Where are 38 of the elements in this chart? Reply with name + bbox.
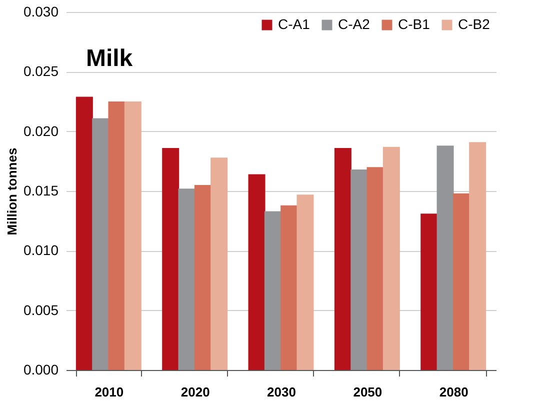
x-tick-label: 2010 xyxy=(94,384,124,400)
bar xyxy=(382,146,400,370)
bar xyxy=(124,102,142,370)
legend-label: C-A2 xyxy=(338,16,370,32)
bar xyxy=(76,96,93,370)
y-tick-label: 0.000 xyxy=(23,362,59,378)
y-tick-label: 0.005 xyxy=(23,302,59,318)
bar xyxy=(420,214,438,370)
bar xyxy=(469,142,486,370)
bar xyxy=(248,174,266,370)
bar xyxy=(92,118,110,370)
y-tick-label: 0.025 xyxy=(23,63,59,80)
legend-label: C-B1 xyxy=(398,16,430,32)
legend-label: C-A1 xyxy=(278,16,310,32)
bar xyxy=(334,148,352,370)
bar xyxy=(436,146,454,370)
y-tick-label: 0.010 xyxy=(23,242,59,258)
y-axis-title: Million tonnes xyxy=(4,148,20,236)
y-tick-label: 0.015 xyxy=(23,182,59,198)
bar xyxy=(108,102,126,370)
legend-label: C-B2 xyxy=(458,16,490,32)
x-tick-label: 2050 xyxy=(353,384,382,400)
bar xyxy=(162,148,180,370)
bar xyxy=(178,188,196,370)
x-tick-label: 2020 xyxy=(180,384,210,400)
bar xyxy=(350,170,368,370)
bar xyxy=(264,211,282,370)
bar xyxy=(194,185,212,370)
bar xyxy=(296,194,314,370)
bar xyxy=(366,167,384,370)
x-tick-label: 2080 xyxy=(439,384,468,400)
y-tick-label: 0.020 xyxy=(23,122,59,139)
bar xyxy=(452,193,470,370)
x-tick-label: 2030 xyxy=(267,384,296,400)
bar xyxy=(280,205,298,370)
bar xyxy=(210,158,228,370)
text: Milk xyxy=(86,45,134,72)
y-tick-label: 0.030 xyxy=(23,4,59,20)
